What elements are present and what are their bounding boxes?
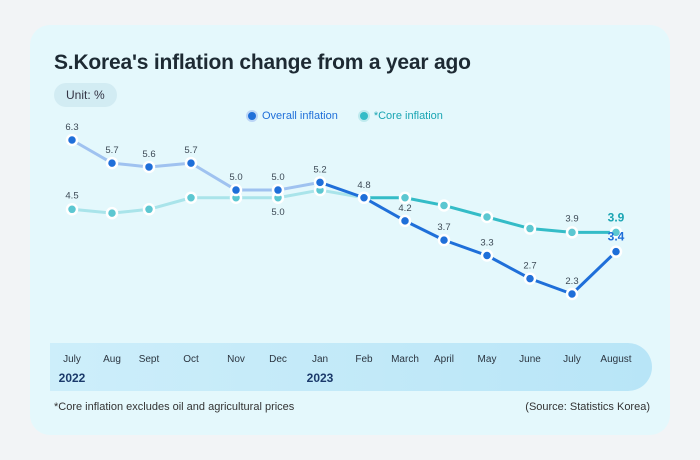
overall-data-label: 2.3 bbox=[565, 276, 578, 287]
core-data-label: 3.9 bbox=[608, 210, 625, 224]
year-label: 2022 bbox=[59, 371, 86, 385]
core-point bbox=[565, 226, 579, 239]
x-tick-label: May bbox=[478, 354, 497, 365]
overall-data-label: 4.8 bbox=[357, 180, 370, 191]
core-point bbox=[523, 222, 537, 235]
overall-point bbox=[609, 245, 623, 258]
core-point bbox=[184, 191, 198, 204]
overall-point bbox=[313, 176, 327, 189]
x-tick-label: April bbox=[434, 354, 454, 365]
legend-core: *Core inflation bbox=[359, 110, 443, 122]
overall-point bbox=[480, 249, 494, 262]
overall-data-label: 5.0 bbox=[271, 172, 284, 183]
overall-point bbox=[565, 287, 579, 301]
legend-overall: Overall inflation bbox=[248, 110, 338, 122]
core-data-label: 5.0 bbox=[271, 207, 284, 218]
legend-overall-marker bbox=[248, 112, 256, 120]
core-point bbox=[437, 199, 451, 212]
overall-line bbox=[319, 180, 618, 296]
legend-overall-label: Overall inflation bbox=[262, 110, 338, 122]
overall-data-label: 3.3 bbox=[480, 238, 493, 249]
legend-core-marker bbox=[359, 112, 368, 120]
x-tick-label: Sept bbox=[139, 354, 160, 365]
overall-point bbox=[65, 133, 79, 147]
overall-data-label: 5.6 bbox=[142, 149, 155, 160]
x-tick-label: March bbox=[391, 354, 419, 365]
x-tick-label: July bbox=[563, 354, 581, 365]
overall-point bbox=[271, 183, 285, 197]
x-tick-label: July bbox=[63, 354, 81, 365]
overall-data-label: 5.2 bbox=[313, 164, 326, 175]
core-data-label: 4.5 bbox=[65, 190, 78, 201]
overall-point bbox=[229, 183, 243, 197]
overall-data-label: 5.7 bbox=[105, 145, 118, 156]
x-tick-label: Oct bbox=[183, 354, 199, 365]
overall-data-label: 3.4 bbox=[608, 230, 625, 244]
overall-data-label: 6.3 bbox=[65, 122, 78, 133]
overall-data-label: 3.7 bbox=[437, 222, 450, 233]
plot-area: 6.3 5.7 5.6 5.7 5.0 5.0 5.2 4.8 4.2 3.7 3.3 2.7 2.3 3… bbox=[59, 122, 632, 385]
x-tick-label: June bbox=[519, 354, 541, 365]
x-tick-label: Jan bbox=[312, 354, 328, 365]
overall-point bbox=[105, 156, 119, 170]
footnote: *Core inflation excludes oil and agricul… bbox=[54, 401, 295, 413]
x-tick-label: Dec bbox=[269, 354, 287, 365]
core-point bbox=[142, 203, 156, 216]
core-point bbox=[65, 203, 79, 216]
core-data-label: 3.9 bbox=[565, 213, 578, 224]
legend: Overall inflation *Core inflation bbox=[248, 110, 443, 122]
source-note: (Source: Statistics Korea) bbox=[525, 401, 650, 413]
x-axis-band bbox=[50, 343, 652, 391]
core-point bbox=[398, 191, 412, 204]
x-tick-label: Nov bbox=[227, 354, 245, 365]
overall-point bbox=[142, 160, 156, 174]
overall-point bbox=[523, 272, 537, 285]
overall-point bbox=[437, 233, 451, 247]
overall-data-label: 5.7 bbox=[184, 145, 197, 156]
overall-point bbox=[398, 214, 412, 228]
chart-title: S.Korea's inflation change from a year a… bbox=[54, 51, 471, 74]
core-point bbox=[609, 226, 623, 239]
x-tick-label: August bbox=[600, 354, 631, 365]
chart-card: S.Korea's inflation change from a year a… bbox=[30, 25, 670, 435]
overall-data-label: 2.7 bbox=[523, 261, 536, 272]
core-point bbox=[105, 206, 119, 220]
overall-point bbox=[357, 191, 371, 204]
x-tick-label: Aug bbox=[103, 354, 121, 365]
overall-data-label: 5.0 bbox=[229, 172, 242, 183]
core-point bbox=[480, 210, 494, 224]
x-tick-label: Feb bbox=[355, 354, 373, 365]
unit-label: Unit: % bbox=[54, 83, 117, 107]
overall-point bbox=[184, 156, 198, 170]
year-label: 2023 bbox=[307, 371, 334, 385]
legend-core-label: *Core inflation bbox=[373, 110, 443, 122]
overall-data-label: 4.2 bbox=[398, 203, 411, 214]
